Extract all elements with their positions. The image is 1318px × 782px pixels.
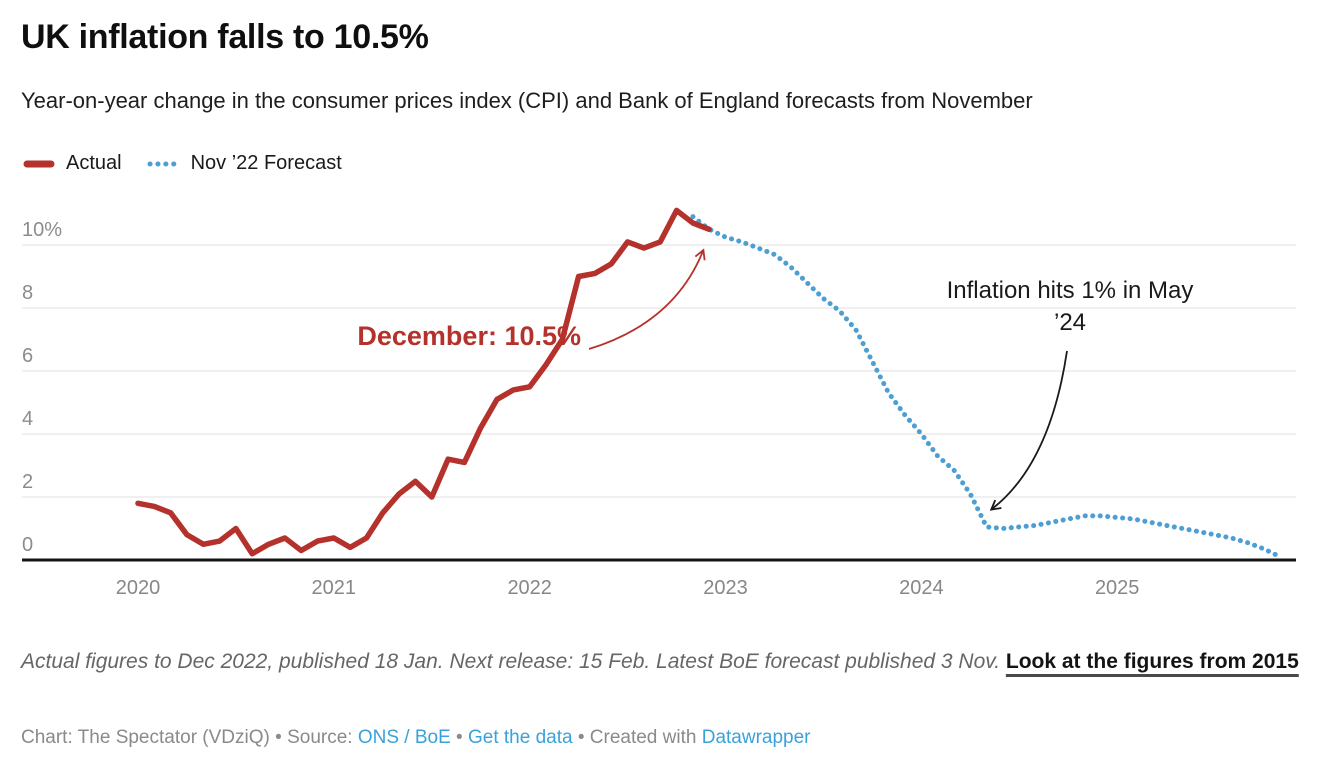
figures-from-2015-link[interactable]: Look at the figures from 2015 — [1005, 650, 1299, 673]
datawrapper-link[interactable]: Datawrapper — [701, 727, 811, 748]
get-the-data-link[interactable]: Get the data — [467, 727, 573, 748]
y-tick-label: 2 — [22, 471, 33, 493]
x-tick-label: 2021 — [312, 577, 357, 599]
bullet-separator: • — [275, 727, 282, 748]
legend-item-actual: Actual — [22, 152, 122, 175]
y-tick-label: 0 — [22, 534, 33, 556]
chart-credit: Chart: The Spectator (VDziQ) — [21, 727, 270, 748]
x-tick-label: 2022 — [507, 577, 552, 599]
annotation-forecast-low-line1: Inflation hits 1% in May — [947, 277, 1194, 304]
x-tick-label: 2023 — [703, 577, 748, 599]
byline: Chart: The Spectator (VDziQ) • Source: O… — [21, 727, 811, 749]
actual-series-line — [135, 207, 712, 557]
x-tick-label: 2024 — [899, 577, 944, 599]
page-title: UK inflation falls to 10.5% — [21, 18, 429, 56]
chart-legend: Actual Nov ’22 Forecast — [22, 152, 366, 175]
chart-canvas: 0 2 4 6 8 10% 2020 2021 2022 2023 2024 2025 Decembe… — [22, 207, 1296, 599]
source-label: Source: — [287, 727, 353, 748]
x-tick-label: 2025 — [1095, 577, 1140, 599]
annotation-forecast-low-line2: ’24 — [1054, 309, 1086, 336]
y-tick-label: 4 — [22, 408, 33, 430]
x-tick-label: 2020 — [116, 577, 161, 599]
annotation-december-value: December: 10.5% — [357, 321, 581, 351]
forecast-series-line — [690, 214, 1283, 560]
created-with-label: Created with — [589, 727, 697, 748]
legend-label-forecast: Nov ’22 Forecast — [190, 152, 342, 174]
bullet-separator: • — [456, 727, 463, 748]
chart-notes: Actual figures to Dec 2022, published 18… — [21, 644, 1299, 680]
chart-subtitle: Year-on-year change in the consumer pric… — [21, 88, 1033, 113]
y-tick-label: 6 — [22, 345, 33, 367]
bullet-separator: • — [577, 727, 585, 748]
legend-label-actual: Actual — [66, 152, 122, 174]
annotation-arrow-to-may24-point — [989, 350, 1068, 511]
annotation-arrow-to-december-point — [588, 248, 706, 350]
chart-plot-layer: 0 2 4 6 8 10% 2020 2021 2022 2023 2024 2025 — [22, 207, 1296, 599]
source-link[interactable]: ONS / BoE — [357, 727, 451, 748]
y-tick-label: 8 — [22, 282, 33, 304]
legend-item-forecast: Nov ’22 Forecast — [146, 152, 342, 175]
solid-line-swatch-icon — [23, 160, 55, 167]
y-tick-label: 10% — [22, 219, 62, 241]
notes-text: Actual figures to Dec 2022, published 18… — [21, 650, 1001, 673]
dotted-line-swatch-icon — [147, 161, 181, 166]
